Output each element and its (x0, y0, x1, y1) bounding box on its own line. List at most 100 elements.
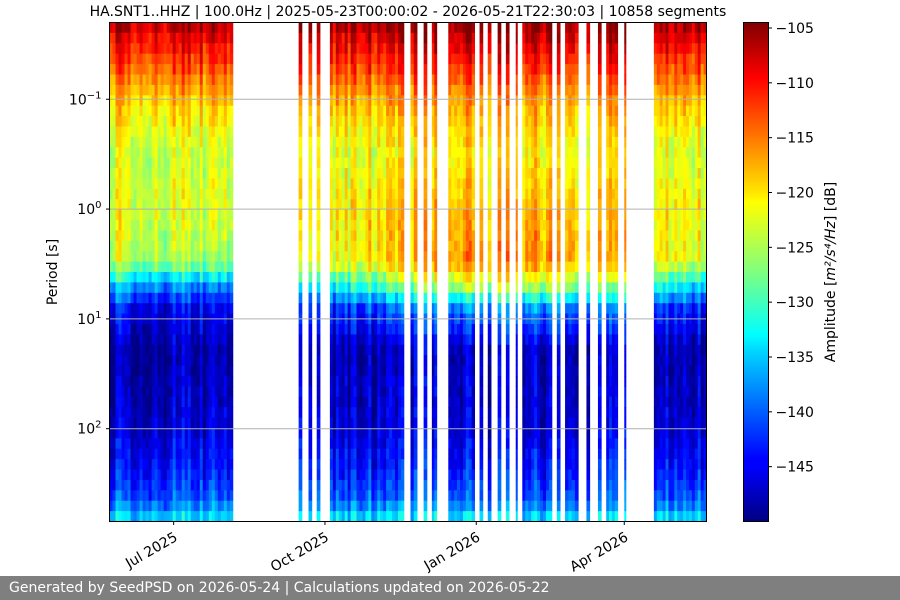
heatmap-cell (356, 344, 360, 356)
heatmap-cell (448, 261, 452, 273)
heatmap-cell (353, 459, 357, 470)
heatmap-cell (166, 230, 171, 242)
heatmap-cell (368, 178, 372, 190)
heatmap-cell (347, 438, 351, 450)
heatmap-cell (451, 448, 455, 460)
heatmap-cell (423, 438, 428, 450)
heatmap-cell (374, 136, 378, 148)
heatmap-cell (540, 22, 544, 34)
heatmap-cell (335, 251, 340, 263)
heatmap-cell (329, 188, 334, 200)
heatmap-cell (347, 344, 351, 356)
heatmap-cell (397, 355, 402, 366)
heatmap-cell (184, 396, 189, 408)
heatmap-cell (190, 126, 195, 138)
heatmap-cell (154, 84, 159, 96)
heatmap-cell (181, 22, 186, 34)
heatmap-cell (178, 43, 183, 55)
heatmap-cell (118, 240, 122, 252)
heatmap-cell (130, 490, 134, 502)
heatmap-cell (139, 459, 143, 470)
heatmap-cell (211, 375, 216, 387)
heatmap-cell (397, 240, 402, 252)
heatmap-cell (448, 344, 452, 356)
heatmap-cell (434, 490, 438, 502)
heatmap-cell (479, 209, 484, 221)
heatmap-cell (397, 375, 402, 387)
heatmap-cell (386, 209, 390, 221)
heatmap-cell (142, 240, 146, 252)
heatmap-cell (528, 323, 532, 335)
heatmap-cell (395, 500, 399, 512)
heatmap-cell (193, 220, 198, 231)
heatmap-cell (468, 188, 473, 200)
heatmap-cell (356, 43, 360, 55)
heatmap-cell (109, 240, 113, 252)
heatmap-cell (413, 240, 418, 252)
heatmap-cell (154, 479, 159, 491)
heatmap-cell (181, 84, 186, 96)
heatmap-cell (353, 199, 357, 211)
heatmap-cell (127, 386, 131, 398)
heatmap-cell (565, 64, 569, 75)
heatmap-cell (338, 136, 343, 148)
heatmap-cell (571, 427, 576, 439)
heatmap-cell (184, 22, 189, 34)
heatmap-cell (377, 407, 381, 418)
heatmap-cell (497, 230, 502, 242)
heatmap-cell (112, 323, 116, 335)
heatmap-cell (380, 282, 384, 294)
heatmap-cell (395, 22, 399, 34)
heatmap-cell (205, 43, 210, 55)
heatmap-cell (395, 126, 399, 138)
heatmap-cell (172, 396, 177, 408)
heatmap-cell (202, 251, 207, 263)
heatmap-cell (479, 84, 484, 96)
heatmap-cell (462, 459, 467, 470)
heatmap-cell (136, 365, 140, 377)
heatmap-cell (121, 136, 125, 148)
heatmap-cell (145, 511, 150, 522)
heatmap-cell (479, 251, 484, 263)
heatmap-cell (397, 323, 402, 335)
heatmap-cell (377, 53, 381, 65)
heatmap-cell (193, 168, 198, 179)
heatmap-cell (124, 511, 128, 522)
coverage-segment (448, 22, 475, 522)
heatmap-cell (187, 136, 192, 148)
heatmap-cell (112, 407, 116, 418)
heatmap-cell (423, 32, 428, 44)
heatmap-cell (568, 136, 573, 148)
heatmap-cell (365, 386, 369, 398)
heatmap-cell (359, 448, 363, 460)
heatmap-cell (344, 490, 349, 502)
heatmap-cell (459, 511, 464, 522)
heatmap-cell (136, 209, 140, 221)
heatmap-cell (368, 74, 372, 86)
heatmap-cell (208, 74, 213, 86)
heatmap-cell (397, 303, 402, 314)
heatmap-cell (217, 230, 222, 242)
heatmap-cell (184, 469, 189, 481)
heatmap-cell (528, 168, 532, 179)
heatmap-cell (169, 292, 174, 304)
heatmap-cell (543, 417, 547, 429)
heatmap-cell (184, 334, 189, 346)
heatmap-cell (505, 32, 510, 44)
heatmap-cell (434, 74, 438, 86)
heatmap-cell (556, 334, 561, 346)
heatmap-cell (413, 479, 418, 491)
heatmap-cell (565, 417, 569, 429)
heatmap-cell (184, 282, 189, 294)
heatmap-cell (229, 178, 234, 190)
heatmap-cell (543, 272, 547, 283)
heatmap-cell (410, 375, 415, 387)
heatmap-cell (142, 365, 146, 377)
heatmap-cell (130, 448, 134, 460)
heatmap-cell (208, 136, 213, 148)
heatmap-cell (148, 188, 153, 200)
heatmap-cell (397, 136, 402, 148)
heatmap-cell (202, 240, 207, 252)
heatmap-cell (226, 136, 231, 148)
heatmap-cell (423, 157, 428, 169)
